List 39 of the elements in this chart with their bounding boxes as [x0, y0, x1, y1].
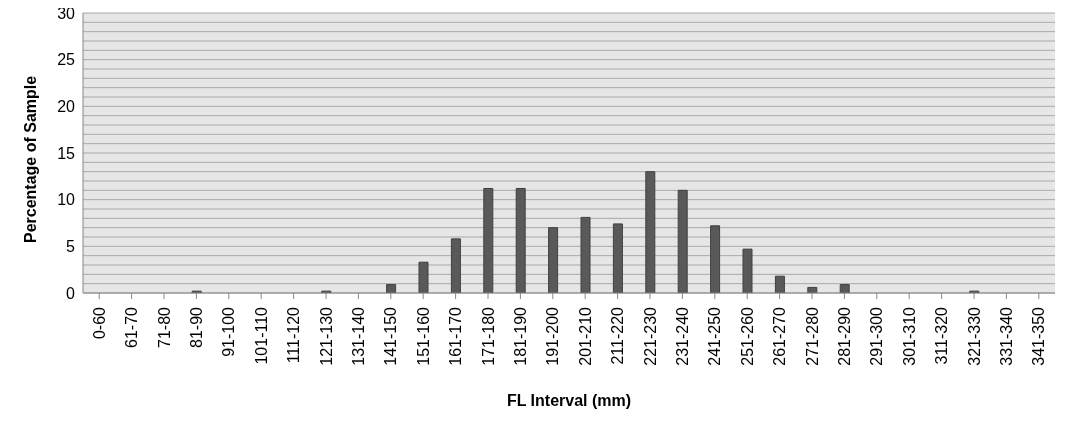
x-tick-label: 321-330 — [965, 306, 983, 366]
x-tick-label: 0-60 — [90, 306, 108, 340]
x-tick-label: 71-80 — [155, 306, 173, 348]
y-tick-label: 15 — [57, 144, 76, 162]
x-tick-label: 211-220 — [609, 306, 627, 365]
x-tick-label: 111-120 — [285, 306, 303, 364]
y-tick-label: 0 — [66, 284, 76, 302]
x-tick-label: 341-350 — [1030, 306, 1048, 366]
x-tick-label: 301-310 — [900, 306, 918, 366]
x-tick-label: 241-250 — [706, 306, 724, 366]
x-tick-label: 161-170 — [447, 306, 465, 366]
x-tick-label: 61-70 — [123, 306, 141, 348]
x-tick-label: 171-180 — [479, 306, 497, 366]
x-tick-label: 121-130 — [317, 306, 335, 366]
x-tick-label: 151-160 — [414, 306, 432, 366]
x-tick-label: 201-210 — [576, 306, 594, 366]
x-tick-label: 181-190 — [511, 306, 529, 366]
x-tick-label: 101-110 — [252, 306, 270, 365]
x-tick-label: 261-270 — [771, 306, 789, 366]
x-tick-label: 311-320 — [933, 306, 951, 365]
x-axis-title: FL Interval (mm) — [506, 392, 632, 409]
y-tick-label: 5 — [66, 238, 76, 256]
x-tick-label: 281-290 — [835, 306, 853, 366]
x-tick-label: 251-260 — [738, 306, 756, 366]
x-tick-label: 191-200 — [544, 306, 562, 366]
y-tick-label: 20 — [57, 98, 76, 116]
x-tick-label: 271-280 — [803, 306, 821, 366]
y-axis-title: Percentage of Sample — [21, 75, 39, 243]
x-tick-label: 131-140 — [349, 306, 367, 366]
x-tick-label: 81-90 — [187, 306, 205, 348]
x-tick-label: 291-300 — [868, 306, 886, 366]
x-tick-label: 331-340 — [997, 306, 1015, 366]
y-tick-label: 25 — [57, 51, 76, 69]
x-tick-label: 231-240 — [673, 306, 691, 366]
y-tick-label: 10 — [57, 191, 76, 209]
x-tick-label: 141-150 — [382, 306, 400, 366]
y-tick-label: 30 — [57, 4, 76, 22]
x-tick-label: 221-230 — [641, 306, 659, 366]
x-tick-label: 91-100 — [220, 306, 238, 357]
